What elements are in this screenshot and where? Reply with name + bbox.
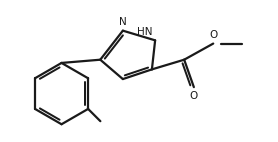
Text: N: N: [119, 17, 127, 27]
Text: O: O: [209, 30, 217, 40]
Text: HN: HN: [137, 27, 153, 37]
Text: O: O: [190, 91, 198, 101]
